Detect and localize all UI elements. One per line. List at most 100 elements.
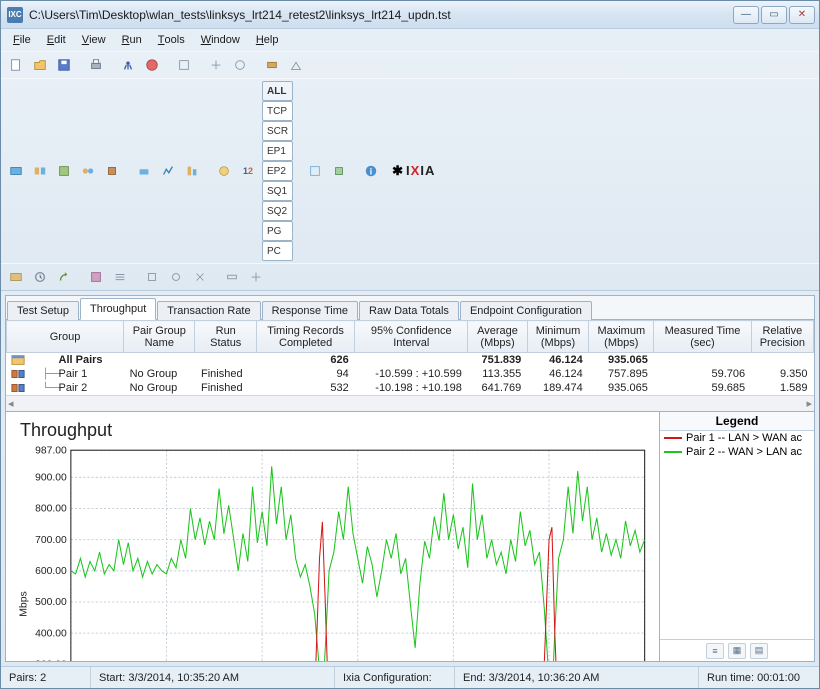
menu-edit[interactable]: Edit: [39, 29, 74, 51]
statusbar: Pairs: 2 Start: 3/3/2014, 10:35:20 AM Ix…: [1, 666, 819, 688]
t2-a-icon[interactable]: [5, 160, 27, 182]
t2-f-icon[interactable]: [133, 160, 155, 182]
filter-scr[interactable]: SCR: [262, 121, 293, 141]
status-start: Start: 3/3/2014, 10:35:20 AM: [91, 667, 335, 688]
legend-btn-1[interactable]: ≡: [706, 643, 724, 659]
menu-run[interactable]: Run: [114, 29, 150, 51]
menu-help[interactable]: Help: [248, 29, 287, 51]
tab-response-time[interactable]: Response Time: [262, 301, 358, 320]
tab-raw-data-totals[interactable]: Raw Data Totals: [359, 301, 459, 320]
svg-text:900.00: 900.00: [35, 473, 67, 484]
t2-g-icon[interactable]: [157, 160, 179, 182]
window-title: C:\Users\Tim\Desktop\wlan_tests\linksys_…: [29, 8, 733, 22]
status-pairs: Pairs: 2: [1, 667, 91, 688]
col-header[interactable]: RunStatus: [195, 321, 256, 353]
ixia-logo: ✱IXIA: [392, 163, 435, 179]
menu-window[interactable]: Window: [193, 29, 248, 51]
t2-l-icon[interactable]: [328, 160, 350, 182]
row-icon: [11, 354, 25, 366]
t3-b-icon[interactable]: [29, 266, 51, 288]
filter-ep2[interactable]: EP2: [262, 161, 293, 181]
col-header[interactable]: RelativePrecision: [751, 321, 813, 353]
throughput-chart: 0.00100.00200.00300.00400.00500.00600.00…: [14, 445, 655, 661]
col-header[interactable]: Measured Time(sec): [654, 321, 751, 353]
tab-endpoint-configuration[interactable]: Endpoint Configuration: [460, 301, 592, 320]
t3-a-icon[interactable]: [5, 266, 27, 288]
col-header[interactable]: Group: [7, 321, 124, 353]
legend-item[interactable]: Pair 1 -- LAN > WAN ac: [660, 431, 814, 445]
titlebar: IXC C:\Users\Tim\Desktop\wlan_tests\link…: [1, 1, 819, 29]
menu-tools[interactable]: Tools: [150, 29, 193, 51]
table-row[interactable]: └── Pair 2No GroupFinished532-10.198 : +…: [7, 381, 814, 395]
filter-sq2[interactable]: SQ2: [262, 201, 293, 221]
t2-d-icon[interactable]: [77, 160, 99, 182]
info-icon[interactable]: i: [360, 160, 382, 182]
filter-pc[interactable]: PC: [262, 241, 293, 261]
svg-text:400.00: 400.00: [35, 629, 67, 640]
tab-transaction-rate[interactable]: Transaction Rate: [157, 301, 260, 320]
t3-c-icon[interactable]: [53, 266, 75, 288]
tab-throughput[interactable]: Throughput: [80, 298, 156, 320]
open-icon[interactable]: [29, 54, 51, 76]
tool-a-icon[interactable]: [173, 54, 195, 76]
legend-btn-2[interactable]: ▦: [728, 643, 746, 659]
t2-c-icon[interactable]: [53, 160, 75, 182]
menu-file[interactable]: File: [5, 29, 39, 51]
menubar: FileEditViewRunToolsWindowHelp: [1, 29, 819, 51]
app-window: IXC C:\Users\Tim\Desktop\wlan_tests\link…: [0, 0, 820, 689]
t2-i-icon[interactable]: [213, 160, 235, 182]
col-header[interactable]: 95% ConfidenceInterval: [355, 321, 468, 353]
col-header[interactable]: Pair GroupName: [124, 321, 195, 353]
minimize-button[interactable]: —: [733, 6, 759, 24]
row-icon: [11, 368, 25, 380]
t3-e-icon[interactable]: [109, 266, 131, 288]
maximize-button[interactable]: ▭: [761, 6, 787, 24]
col-header[interactable]: Maximum(Mbps): [589, 321, 654, 353]
status-end: End: 3/3/2014, 10:36:20 AM: [455, 667, 699, 688]
chart-pane: Throughput 0.00100.00200.00300.00400.005…: [6, 412, 814, 661]
tool-c-icon[interactable]: [229, 54, 251, 76]
stop-icon[interactable]: [141, 54, 163, 76]
t2-e-icon[interactable]: [101, 160, 123, 182]
legend-pane: Legend Pair 1 -- LAN > WAN acPair 2 -- W…: [659, 412, 814, 661]
print-icon[interactable]: [85, 54, 107, 76]
t2-k-icon[interactable]: [304, 160, 326, 182]
app-icon: IXC: [7, 7, 23, 23]
new-icon[interactable]: [5, 54, 27, 76]
svg-text:700.00: 700.00: [35, 535, 67, 546]
t2-b-icon[interactable]: [29, 160, 51, 182]
t3-f-icon[interactable]: [141, 266, 163, 288]
t3-g-icon[interactable]: [165, 266, 187, 288]
svg-text:600.00: 600.00: [35, 566, 67, 577]
close-button[interactable]: ✕: [789, 6, 815, 24]
tab-test-setup[interactable]: Test Setup: [7, 301, 79, 320]
grid-scrollbar[interactable]: ◂▸: [6, 395, 814, 411]
menu-view[interactable]: View: [74, 29, 114, 51]
filter-tcp[interactable]: TCP: [262, 101, 293, 121]
filter-ep1[interactable]: EP1: [262, 141, 293, 161]
tool-b-icon[interactable]: [205, 54, 227, 76]
svg-text:800.00: 800.00: [35, 504, 67, 515]
filter-all[interactable]: ALL: [262, 81, 293, 101]
tool-d-icon[interactable]: [261, 54, 283, 76]
svg-text:i: i: [370, 167, 372, 177]
t2-h-icon[interactable]: [181, 160, 203, 182]
run-icon[interactable]: [117, 54, 139, 76]
col-header[interactable]: Average(Mbps): [468, 321, 527, 353]
col-header[interactable]: Timing RecordsCompleted: [256, 321, 354, 353]
filter-sq1[interactable]: SQ1: [262, 181, 293, 201]
save-icon[interactable]: [53, 54, 75, 76]
t3-j-icon[interactable]: [245, 266, 267, 288]
filter-pg[interactable]: PG: [262, 221, 293, 241]
t3-i-icon[interactable]: [221, 266, 243, 288]
legend-btn-3[interactable]: ▤: [750, 643, 768, 659]
t2-j-icon[interactable]: 12: [237, 160, 259, 182]
legend-item[interactable]: Pair 2 -- WAN > LAN ac: [660, 445, 814, 459]
tool-e-icon[interactable]: [285, 54, 307, 76]
col-header[interactable]: Minimum(Mbps): [527, 321, 589, 353]
table-row[interactable]: ├── Pair 1No GroupFinished94-10.599 : +1…: [7, 367, 814, 381]
table-row[interactable]: All Pairs626751.83946.124935.065: [7, 353, 814, 368]
t3-d-icon[interactable]: [85, 266, 107, 288]
row-icon: [11, 382, 25, 394]
t3-h-icon[interactable]: [189, 266, 211, 288]
